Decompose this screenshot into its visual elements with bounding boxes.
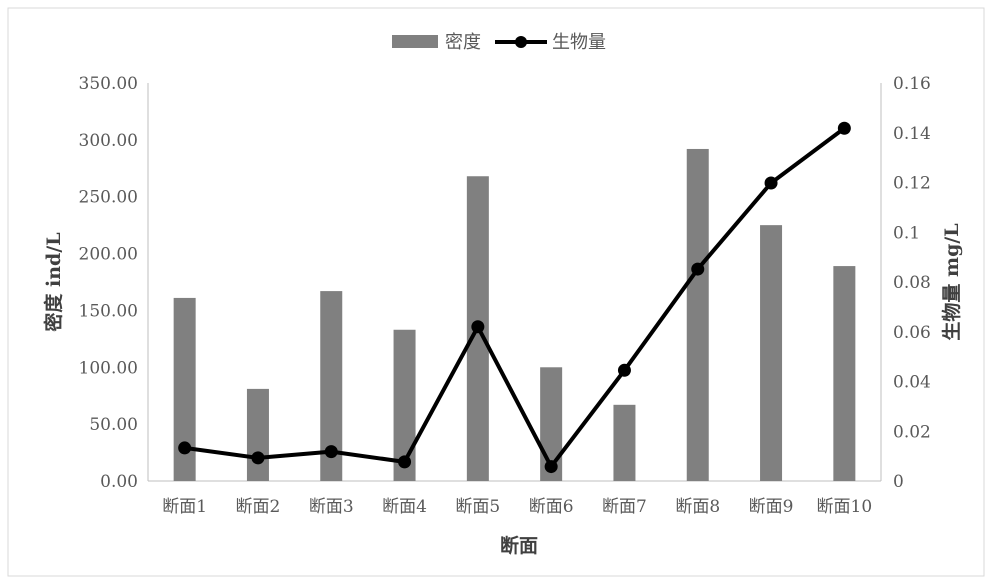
y2-tick-label: 0 xyxy=(893,472,904,492)
y2-tick-label: 0.14 xyxy=(893,124,931,144)
y2-tick-label: 0.06 xyxy=(893,323,931,343)
line-point xyxy=(471,320,485,334)
bar xyxy=(393,329,416,481)
x-tick-label: 断面8 xyxy=(675,497,720,517)
y-tick-label: 0.00 xyxy=(100,472,138,492)
legend-bar-swatch xyxy=(392,35,438,48)
x-tick-labels: 断面1 断面2 断面3 断面4 断面5 断面6 断面7 断面8 断面9 断面10 xyxy=(162,497,872,517)
x-tick-label: 断面2 xyxy=(236,497,281,517)
axes xyxy=(147,83,882,482)
y2-tick-label: 0.02 xyxy=(893,422,931,442)
line-point xyxy=(617,363,631,377)
bar xyxy=(246,388,269,481)
bar xyxy=(833,266,856,481)
x-tick-label: 断面10 xyxy=(817,497,873,517)
series-line xyxy=(184,126,846,469)
y-tick-label: 300.00 xyxy=(79,131,138,151)
line-point xyxy=(251,451,265,465)
line-point xyxy=(837,121,851,135)
x-tick-label: 断面7 xyxy=(602,497,647,517)
x-tick-label: 断面4 xyxy=(382,497,427,517)
y-tick-label: 250.00 xyxy=(79,188,138,208)
legend-label-biomass: 生物量 xyxy=(552,32,606,53)
line-point xyxy=(764,176,778,190)
x-tick-label: 断面5 xyxy=(455,497,500,517)
bar xyxy=(320,291,343,481)
line-point xyxy=(324,445,338,459)
y-tick-label: 50.00 xyxy=(89,415,138,435)
y2-tick-label: 0.1 xyxy=(893,223,920,243)
y2-tick-label: 0.08 xyxy=(893,273,931,293)
bar xyxy=(760,225,783,481)
x-tick-label: 断面3 xyxy=(309,497,354,517)
y-tick-label: 200.00 xyxy=(79,245,138,265)
bar xyxy=(613,404,636,481)
y2-axis-title: 生物量 mg/L xyxy=(940,223,963,340)
x-axis-title: 断面 xyxy=(500,534,538,557)
x-tick-label: 断面9 xyxy=(749,497,794,517)
y2-tick-label: 0.04 xyxy=(893,373,931,393)
y2-tick-labels: 0 0.02 0.04 0.06 0.08 0.1 0.12 0.14 0.16 xyxy=(893,74,931,492)
bar xyxy=(686,148,709,481)
y-tick-labels: 0.00 50.00 100.00 150.00 200.00 250.00 300.00 3… xyxy=(79,74,138,492)
line-point xyxy=(398,455,412,469)
y-tick-label: 150.00 xyxy=(79,301,138,321)
y-tick-label: 350.00 xyxy=(79,74,138,94)
y2-tick-label: 0.16 xyxy=(893,74,931,94)
y-tick-label: 100.00 xyxy=(79,358,138,378)
legend: 密度 生物量 xyxy=(392,32,606,53)
x-tick-label: 断面1 xyxy=(162,497,207,517)
y2-tick-label: 0.12 xyxy=(893,174,931,194)
y-axis-title: 密度 ind/L xyxy=(42,232,65,331)
legend-marker xyxy=(515,36,527,48)
bar xyxy=(173,297,196,481)
legend-label-density: 密度 xyxy=(445,32,481,53)
line-point xyxy=(178,441,192,455)
x-tick-label: 断面6 xyxy=(529,497,574,517)
line-series xyxy=(178,121,851,474)
line-point xyxy=(544,460,558,474)
line-point xyxy=(691,262,705,276)
